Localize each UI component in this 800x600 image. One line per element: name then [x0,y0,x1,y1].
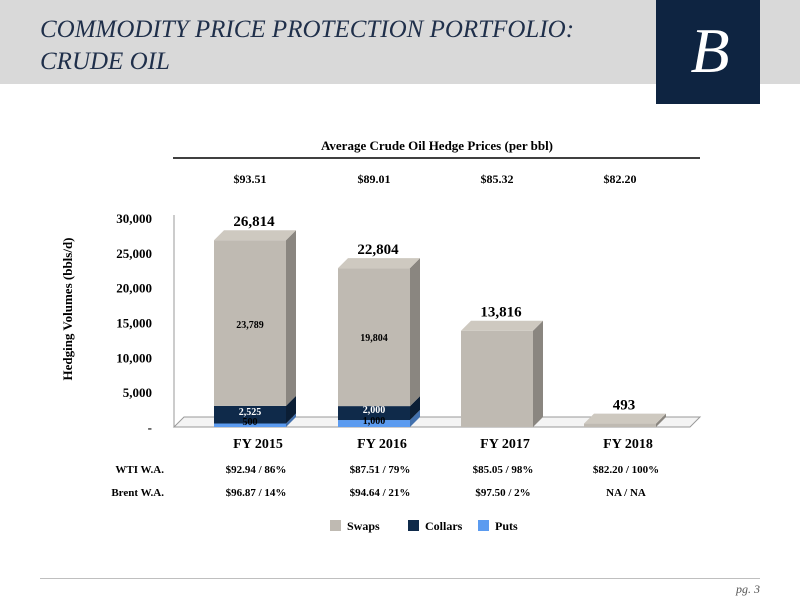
row-value-cell: $97.50 / 2% [475,487,530,499]
bar-total-label: 26,814 [233,214,275,230]
y-tick-label: - [148,420,152,435]
bar-segment [461,330,533,427]
bar-top-face [214,230,296,241]
legend-swatch [408,520,419,531]
segment-value-label: 2,525 [239,407,262,418]
row-value-cell: $87.51 / 79% [350,464,411,476]
row-value-cell: $85.05 / 98% [473,464,534,476]
segment-value-label: 19,804 [360,333,388,344]
row-header-label: WTI W.A. [115,464,164,476]
logo-letter: B [690,15,729,86]
title-line-1: COMMODITY PRICE PROTECTION PORTFOLIO: [40,16,575,43]
y-tick-label: 30,000 [116,211,152,226]
bar-side-face [286,395,296,424]
legend-swatch [478,520,489,531]
segment-value-label: 1,000 [363,416,386,427]
row-value-cell: $92.94 / 86% [226,464,287,476]
x-category-label: FY 2017 [480,437,530,452]
row-header-label: Brent W.A. [111,487,164,499]
legend-label: Swaps [347,519,380,533]
title-line-2: CRUDE OIL [40,48,170,75]
price-label: $89.01 [358,172,391,186]
bar-total-label: 493 [613,398,636,414]
segment-value-label: 23,789 [236,320,264,331]
bar-side-face [286,413,296,427]
bar-segment [338,406,410,421]
segment-value-label: 500 [243,417,258,428]
y-axis-label: Hedging Volumes (bbls/d) [60,237,75,380]
legend-label: Puts [495,519,518,533]
y-tick-label: 10,000 [116,350,152,365]
bar-side-face [286,230,296,406]
bar-segment [584,423,656,427]
bar-side-face [656,413,666,427]
bar-total-label: 13,816 [480,305,522,321]
legend-label: Collars [425,519,463,533]
bar-segment [338,268,410,407]
bar-side-face [410,410,420,427]
price-label: $85.32 [481,172,514,186]
price-header: Average Crude Oil Hedge Prices (per bbl) [321,138,553,153]
footer-divider [40,578,760,579]
bar-side-face [533,320,543,427]
bar-total-label: 22,804 [357,242,399,258]
row-value-cell: $96.87 / 14% [226,487,287,499]
bar-top-face [584,413,666,424]
segment-value-label: 2,000 [363,405,386,416]
bar-side-face [410,396,420,421]
y-tick-label: 5,000 [123,385,152,400]
price-label: $82.20 [604,172,637,186]
y-tick-label: 25,000 [116,246,152,261]
logo-b-icon: B [690,15,729,86]
row-value-cell: $94.64 / 21% [350,487,411,499]
bar-segment [214,240,286,406]
company-logo: B [656,0,760,104]
y-tick-label: 20,000 [116,281,152,296]
bar-side-face [410,258,420,407]
row-value-cell: $82.20 / 100% [593,464,659,476]
bar-segment [214,405,286,424]
x-category-label: FY 2015 [233,437,283,452]
bar-segment [214,423,286,427]
bar-top-face [338,258,420,269]
page-number: pg. 3 [736,582,760,596]
x-category-label: FY 2016 [357,437,407,452]
row-value-cell: NA / NA [606,487,646,499]
bar-top-face [461,320,543,331]
legend-swatch [330,520,341,531]
page-title: COMMODITY PRICE PROTECTION PORTFOLIO: CR… [40,14,640,78]
price-label: $93.51 [234,172,267,186]
x-category-label: FY 2018 [603,437,653,452]
bar-segment [338,420,410,427]
y-tick-label: 15,000 [116,316,152,331]
